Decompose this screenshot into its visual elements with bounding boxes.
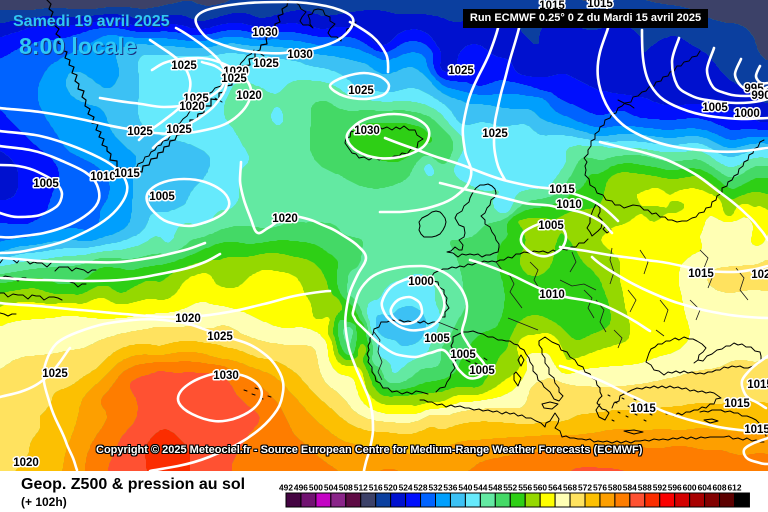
svg-text:1015: 1015 — [688, 268, 714, 280]
svg-text:1005: 1005 — [538, 220, 564, 232]
svg-text:612: 612 — [728, 483, 742, 493]
svg-text:1025: 1025 — [183, 93, 209, 105]
svg-text:1020: 1020 — [13, 457, 39, 469]
svg-text:544: 544 — [473, 483, 487, 493]
svg-text:1005: 1005 — [424, 333, 450, 345]
svg-text:520: 520 — [384, 483, 398, 493]
svg-text:504: 504 — [324, 483, 338, 493]
svg-text:995: 995 — [744, 83, 764, 95]
svg-text:548: 548 — [488, 483, 502, 493]
svg-text:500: 500 — [309, 483, 323, 493]
svg-text:1025: 1025 — [166, 124, 192, 136]
svg-text:1015: 1015 — [549, 184, 575, 196]
svg-text:1030: 1030 — [213, 370, 239, 382]
svg-text:1025: 1025 — [207, 331, 233, 343]
svg-text:1025: 1025 — [253, 58, 279, 70]
svg-text:1025: 1025 — [221, 73, 247, 85]
svg-text:600: 600 — [683, 483, 697, 493]
svg-text:524: 524 — [399, 483, 413, 493]
svg-text:1025: 1025 — [171, 60, 197, 72]
svg-text:552: 552 — [503, 483, 517, 493]
svg-text:1015: 1015 — [630, 403, 656, 415]
svg-text:1030: 1030 — [287, 49, 313, 61]
svg-text:1015: 1015 — [114, 168, 140, 180]
svg-text:1005: 1005 — [469, 365, 495, 377]
svg-text:560: 560 — [533, 483, 547, 493]
svg-text:576: 576 — [593, 483, 607, 493]
svg-text:1025: 1025 — [348, 85, 374, 97]
svg-text:508: 508 — [339, 483, 353, 493]
svg-text:1010: 1010 — [556, 199, 582, 211]
svg-text:580: 580 — [608, 483, 622, 493]
svg-text:592: 592 — [653, 483, 667, 493]
svg-text:1015: 1015 — [724, 398, 750, 410]
svg-text:604: 604 — [698, 483, 712, 493]
svg-text:584: 584 — [623, 483, 637, 493]
svg-text:1020: 1020 — [175, 313, 201, 325]
svg-text:1025: 1025 — [482, 128, 508, 140]
svg-text:1030: 1030 — [252, 27, 278, 39]
svg-text:1005: 1005 — [450, 349, 476, 361]
svg-text:516: 516 — [369, 483, 383, 493]
svg-text:1015: 1015 — [747, 379, 768, 391]
svg-text:512: 512 — [354, 483, 368, 493]
svg-text:532: 532 — [429, 483, 443, 493]
svg-text:572: 572 — [578, 483, 592, 493]
svg-text:1020: 1020 — [223, 66, 249, 78]
svg-text:1020: 1020 — [272, 213, 298, 225]
svg-text:1015: 1015 — [587, 0, 613, 10]
svg-text:1020: 1020 — [751, 269, 768, 281]
svg-text:536: 536 — [443, 483, 457, 493]
svg-text:540: 540 — [458, 483, 472, 493]
svg-text:1025: 1025 — [448, 65, 474, 77]
svg-text:608: 608 — [713, 483, 727, 493]
svg-text:1030: 1030 — [354, 125, 380, 137]
svg-text:1000: 1000 — [734, 108, 760, 120]
svg-text:568: 568 — [563, 483, 577, 493]
svg-text:1020: 1020 — [236, 90, 262, 102]
svg-text:496: 496 — [294, 483, 308, 493]
svg-text:1005: 1005 — [33, 178, 59, 190]
svg-text:1015: 1015 — [744, 424, 768, 436]
svg-text:564: 564 — [548, 483, 562, 493]
svg-text:1010: 1010 — [90, 171, 116, 183]
svg-text:990: 990 — [751, 90, 768, 102]
svg-text:1025: 1025 — [127, 126, 153, 138]
svg-text:1000: 1000 — [408, 276, 434, 288]
svg-text:1010: 1010 — [539, 289, 565, 301]
svg-text:596: 596 — [668, 483, 682, 493]
svg-text:1005: 1005 — [702, 102, 728, 114]
svg-text:1020: 1020 — [179, 101, 205, 113]
svg-text:528: 528 — [414, 483, 428, 493]
svg-text:556: 556 — [518, 483, 532, 493]
svg-text:1025: 1025 — [42, 368, 68, 380]
svg-text:492: 492 — [279, 483, 293, 493]
svg-text:588: 588 — [638, 483, 652, 493]
svg-text:1005: 1005 — [149, 191, 175, 203]
